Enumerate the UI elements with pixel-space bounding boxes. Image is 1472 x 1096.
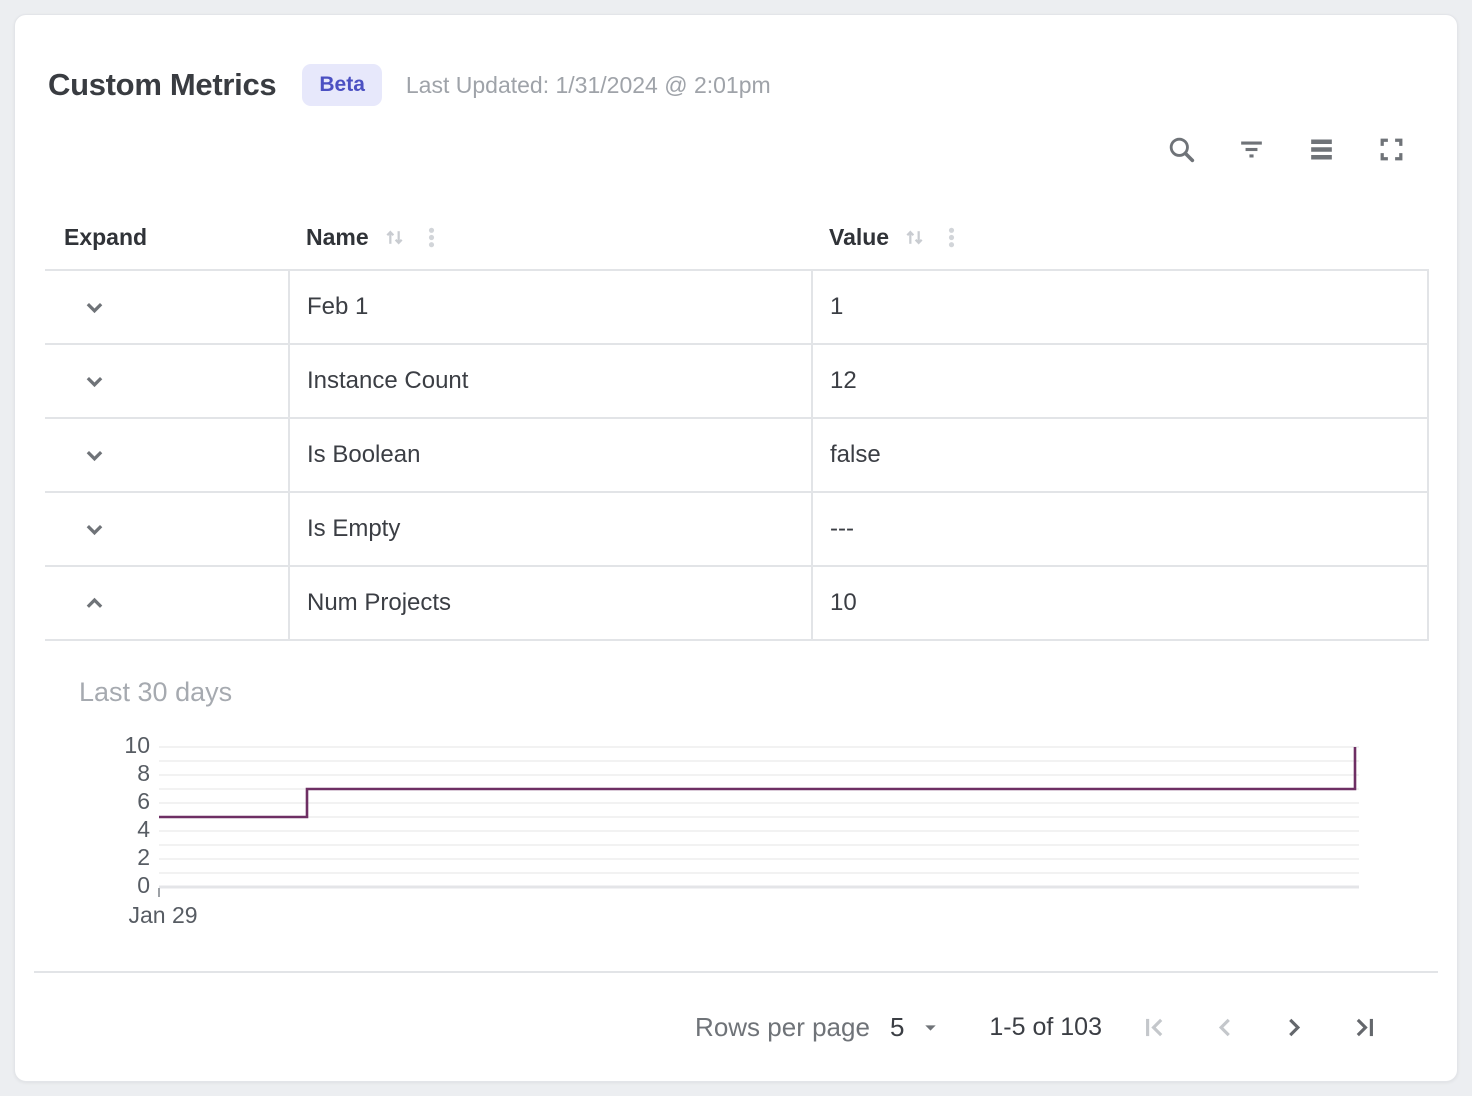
chevron-down-icon [80, 367, 109, 396]
metric-value: 12 [813, 345, 1429, 417]
metric-name: Feb 1 [290, 271, 813, 343]
beta-badge: Beta [302, 64, 382, 106]
page-header: Custom Metrics Beta Last Updated: 1/31/2… [45, 15, 1429, 107]
search-button[interactable] [1161, 129, 1201, 169]
table-toolbar [45, 129, 1429, 169]
table-row-expanded: Num Projects 10 [45, 567, 1429, 641]
filter-icon [1236, 134, 1267, 165]
metric-value: false [813, 419, 1429, 491]
table-header-row: Expand Name Value [45, 205, 1429, 269]
last-updated-text: Last Updated: 1/31/2024 @ 2:01pm [405, 71, 771, 98]
caret-down-icon [918, 1015, 943, 1040]
svg-text:6: 6 [137, 788, 150, 814]
chevron-down-icon [80, 293, 109, 322]
column-menu-button[interactable] [938, 224, 965, 251]
metrics-table: Expand Name Value [45, 205, 1429, 641]
chevron-left-icon [1210, 1013, 1239, 1042]
metric-chart-panel: Last 30 days 0 2 4 6 8 10 Jan 29 [45, 677, 1429, 927]
column-header-name[interactable]: Name [290, 224, 813, 251]
next-page-button[interactable] [1272, 1005, 1316, 1049]
fullscreen-button[interactable] [1371, 129, 1411, 169]
column-header-expand: Expand [64, 223, 148, 250]
metric-value: --- [813, 493, 1429, 565]
pagination-range-label: 1-5 of 103 [989, 1012, 1102, 1041]
expand-row-button[interactable] [75, 362, 113, 400]
previous-page-button[interactable] [1202, 1005, 1246, 1049]
page-title: Custom Metrics [48, 67, 277, 102]
metric-value: 1 [813, 271, 1429, 343]
filter-button[interactable] [1231, 129, 1271, 169]
table-row: Is Boolean false [45, 419, 1429, 493]
expand-row-button[interactable] [75, 436, 113, 474]
rows-per-page-label: Rows per page [695, 1011, 870, 1042]
chevron-up-icon [80, 589, 109, 618]
chevron-right-icon [1280, 1013, 1309, 1042]
first-page-icon [1140, 1013, 1169, 1042]
density-icon [1306, 134, 1337, 165]
pagination-footer: Rows per page 5 1-5 of 103 [34, 971, 1438, 1081]
table-row: Is Empty --- [45, 493, 1429, 567]
svg-text:8: 8 [137, 760, 150, 786]
pagination-nav [1132, 1005, 1386, 1049]
metric-name: Num Projects [290, 567, 813, 639]
sort-icon[interactable] [381, 224, 408, 251]
first-page-button[interactable] [1132, 1005, 1176, 1049]
svg-text:4: 4 [137, 816, 150, 842]
last-page-button[interactable] [1342, 1005, 1386, 1049]
table-row: Instance Count 12 [45, 345, 1429, 419]
chevron-down-icon [80, 441, 109, 470]
metric-name: Is Boolean [290, 419, 813, 491]
column-header-value[interactable]: Value [813, 224, 1429, 251]
fullscreen-icon [1376, 134, 1407, 165]
table-body: Feb 1 1 Instance Count 12 [45, 269, 1429, 641]
custom-metrics-card: Custom Metrics Beta Last Updated: 1/31/2… [14, 14, 1458, 1082]
rows-per-page-value: 5 [889, 1011, 905, 1042]
svg-text:0: 0 [137, 872, 150, 898]
density-button[interactable] [1301, 129, 1341, 169]
table-row: Feb 1 1 [45, 271, 1429, 345]
sort-icon[interactable] [901, 224, 928, 251]
metric-value: 10 [813, 567, 1429, 639]
rows-per-page-select[interactable]: 5 [890, 1012, 943, 1043]
collapse-row-button[interactable] [75, 584, 113, 622]
column-menu-button[interactable] [418, 224, 445, 251]
metric-name: Is Empty [290, 493, 813, 565]
chart-title: Last 30 days [79, 677, 233, 707]
search-icon [1166, 134, 1197, 165]
svg-text:Jan 29: Jan 29 [128, 902, 197, 927]
chevron-down-icon [80, 515, 109, 544]
expand-row-button[interactable] [75, 510, 113, 548]
last-page-icon [1350, 1013, 1379, 1042]
svg-text:10: 10 [124, 735, 150, 758]
metric-name: Instance Count [290, 345, 813, 417]
svg-text:2: 2 [137, 844, 150, 870]
expand-row-button[interactable] [75, 288, 113, 326]
